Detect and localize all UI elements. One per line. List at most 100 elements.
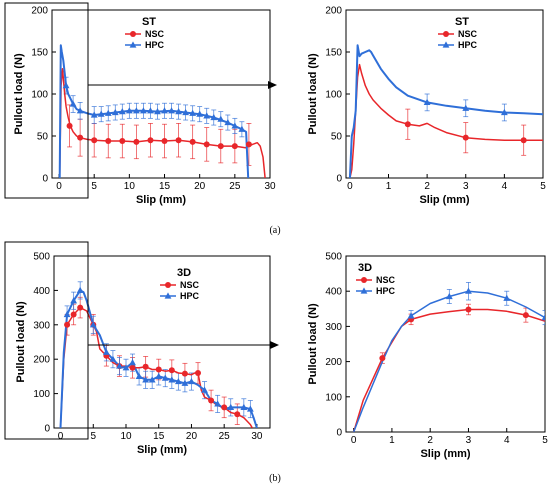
legend-marker-hpc xyxy=(129,41,137,48)
data-point-hpc xyxy=(182,108,190,116)
data-point-hpc xyxy=(147,107,154,114)
data-point-nsc xyxy=(181,370,188,377)
data-point-hpc xyxy=(238,125,246,132)
data-point-nsc xyxy=(189,138,196,145)
data-point-hpc xyxy=(132,107,140,114)
y-tick-label: 0 xyxy=(336,428,342,439)
zoom-box-a xyxy=(4,2,89,199)
legend-marker-nsc xyxy=(130,31,136,37)
data-point-hpc xyxy=(140,107,147,114)
x-tick-label: 0 xyxy=(351,435,357,446)
data-point-hpc xyxy=(104,109,112,116)
y-tick-label: 200 xyxy=(325,6,342,17)
y-tick-label: 400 xyxy=(325,287,342,298)
chart-title: ST xyxy=(455,16,469,28)
plot-frame xyxy=(345,255,546,433)
legend-label-nsc: NSC xyxy=(376,275,396,285)
data-point-hpc xyxy=(69,100,77,107)
y-tick-label: 300 xyxy=(33,320,50,331)
x-tick-label: 20 xyxy=(194,181,206,192)
chart-title: ST xyxy=(142,16,156,28)
data-point-nsc xyxy=(129,364,136,371)
data-point-hpc xyxy=(62,82,70,89)
data-point-nsc xyxy=(77,304,84,311)
data-point-nsc xyxy=(208,397,215,404)
data-point-hpc xyxy=(214,400,222,407)
x-tick-label: 3 xyxy=(466,435,472,446)
plot-area xyxy=(59,281,258,428)
data-point-nsc xyxy=(404,121,411,128)
zoom-box-b xyxy=(4,241,89,440)
data-point-nsc xyxy=(64,321,71,328)
x-tick-label: 1 xyxy=(386,181,392,192)
legend-marker-hpc xyxy=(164,292,172,299)
data-point-nsc xyxy=(217,143,224,150)
data-point-hpc xyxy=(503,294,511,301)
legend-marker-hpc xyxy=(360,287,368,294)
y-tick-label: 50 xyxy=(37,132,49,143)
data-point-hpc xyxy=(135,372,143,379)
legend-marker-nsc xyxy=(361,277,367,283)
y-tick-label: 200 xyxy=(33,355,50,366)
data-point-nsc xyxy=(522,312,529,319)
data-point-nsc xyxy=(195,369,201,376)
chart-a-left: 0 5 10 15 20 25 30 0 50 100 150 200 Slip (mm) Pullout… xyxy=(13,6,276,207)
data-point-hpc xyxy=(188,377,195,385)
x-tick-label: 30 xyxy=(251,431,263,442)
series-line-hpc xyxy=(348,44,543,178)
data-point-hpc xyxy=(423,98,431,105)
y-tick-label: 200 xyxy=(31,6,48,17)
legend-label-hpc: HPC xyxy=(145,40,165,50)
data-point-hpc xyxy=(445,292,453,300)
data-point-hpc xyxy=(462,104,470,111)
x-tick-label: 15 xyxy=(159,181,171,192)
y-axis-title: Pullout load (N) xyxy=(307,303,319,385)
y-tick-label: 400 xyxy=(33,286,50,297)
legend-label-nsc: NSC xyxy=(180,280,200,290)
data-point-nsc xyxy=(234,411,241,418)
data-point-hpc xyxy=(203,112,211,119)
data-point-hpc xyxy=(189,109,197,116)
x-tick-label: 25 xyxy=(219,431,231,442)
y-tick-label: 200 xyxy=(325,357,342,368)
x-tick-label: 5 xyxy=(540,181,546,192)
data-point-hpc xyxy=(76,286,84,293)
data-point-nsc xyxy=(221,404,228,411)
data-point-hpc xyxy=(541,314,545,321)
chart-title: 3D xyxy=(177,267,191,279)
data-point-hpc xyxy=(175,108,182,115)
data-point-hpc xyxy=(118,108,126,115)
legend-label-nsc: NSC xyxy=(145,29,165,39)
data-point-nsc xyxy=(119,138,126,145)
chart-title: 3D xyxy=(358,262,372,274)
x-tick-label: 4 xyxy=(504,435,510,446)
caption-a: (a) xyxy=(269,225,280,236)
x-tick-label: 5 xyxy=(90,431,96,442)
data-point-hpc xyxy=(111,108,119,116)
y-tick-label: 100 xyxy=(33,389,50,400)
data-point-hpc xyxy=(224,118,232,126)
y-tick-label: 150 xyxy=(31,48,48,59)
plot-area xyxy=(348,44,543,178)
x-tick-label: 0 xyxy=(56,181,62,192)
data-point-nsc xyxy=(142,363,149,370)
y-tick-label: 0 xyxy=(42,174,48,185)
data-point-hpc xyxy=(231,122,239,129)
x-tick-label: 0 xyxy=(58,431,64,442)
x-tick-label: 4 xyxy=(502,181,508,192)
data-point-hpc xyxy=(246,405,254,412)
data-point-hpc xyxy=(109,355,117,362)
data-point-hpc xyxy=(102,348,110,355)
y-tick-label: 500 xyxy=(33,252,50,263)
data-point-hpc xyxy=(161,107,168,114)
data-point-hpc xyxy=(122,364,130,371)
data-point-nsc xyxy=(133,138,140,145)
x-axis-title: Slip (mm) xyxy=(419,194,469,206)
data-point-nsc xyxy=(168,367,175,374)
y-tick-label: 0 xyxy=(336,174,342,185)
x-tick-label: 10 xyxy=(124,181,136,192)
series-line-nsc xyxy=(352,308,545,432)
x-tick-label: 25 xyxy=(229,181,241,192)
